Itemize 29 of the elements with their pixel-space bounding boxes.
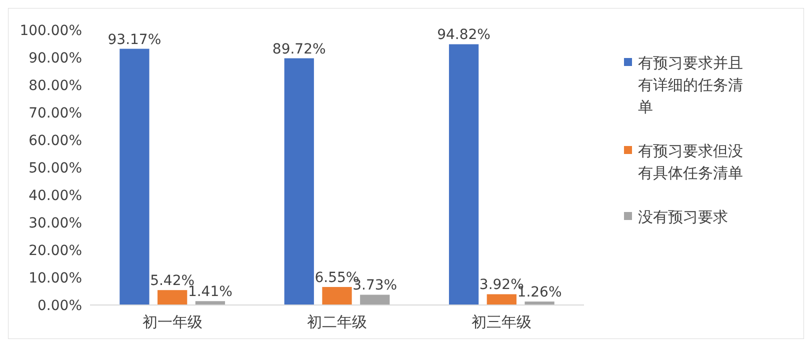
y-tick-label: 40.00% xyxy=(28,188,82,204)
y-tick-label: 20.00% xyxy=(28,242,82,259)
data-label: 1.41% xyxy=(188,284,232,300)
y-tick-label: 10.00% xyxy=(28,270,82,286)
y-tick-label: 80.00% xyxy=(28,78,82,94)
bar xyxy=(360,294,390,305)
data-label: 94.82% xyxy=(437,27,490,44)
legend-label: 有预习要求但没有具体任务清单 xyxy=(638,142,743,182)
bar xyxy=(158,290,188,305)
y-tick-label: 100.00% xyxy=(20,22,82,39)
y-tick-label: 50.00% xyxy=(28,160,82,176)
bar xyxy=(120,48,150,305)
y-tick-label: 90.00% xyxy=(28,50,82,66)
legend-label: 有预习要求并且有详细的任务清单 xyxy=(638,54,743,116)
bar xyxy=(486,294,516,305)
y-tick-label: 60.00% xyxy=(28,132,82,149)
x-tick-label: 初二年级 xyxy=(307,313,367,331)
bar xyxy=(195,301,226,305)
y-tick-label: 70.00% xyxy=(28,105,82,122)
data-label: 93.17% xyxy=(108,32,162,48)
x-tick-label: 初一年级 xyxy=(142,313,202,331)
bar xyxy=(322,286,352,305)
x-tick-label: 初三年级 xyxy=(472,313,532,331)
bar xyxy=(448,44,479,305)
legend-label: 没有预习要求 xyxy=(638,208,728,226)
y-tick-label: 0.00% xyxy=(38,298,82,314)
data-label: 89.72% xyxy=(272,41,326,58)
bar xyxy=(284,58,314,305)
y-tick-label: 30.00% xyxy=(28,215,82,232)
